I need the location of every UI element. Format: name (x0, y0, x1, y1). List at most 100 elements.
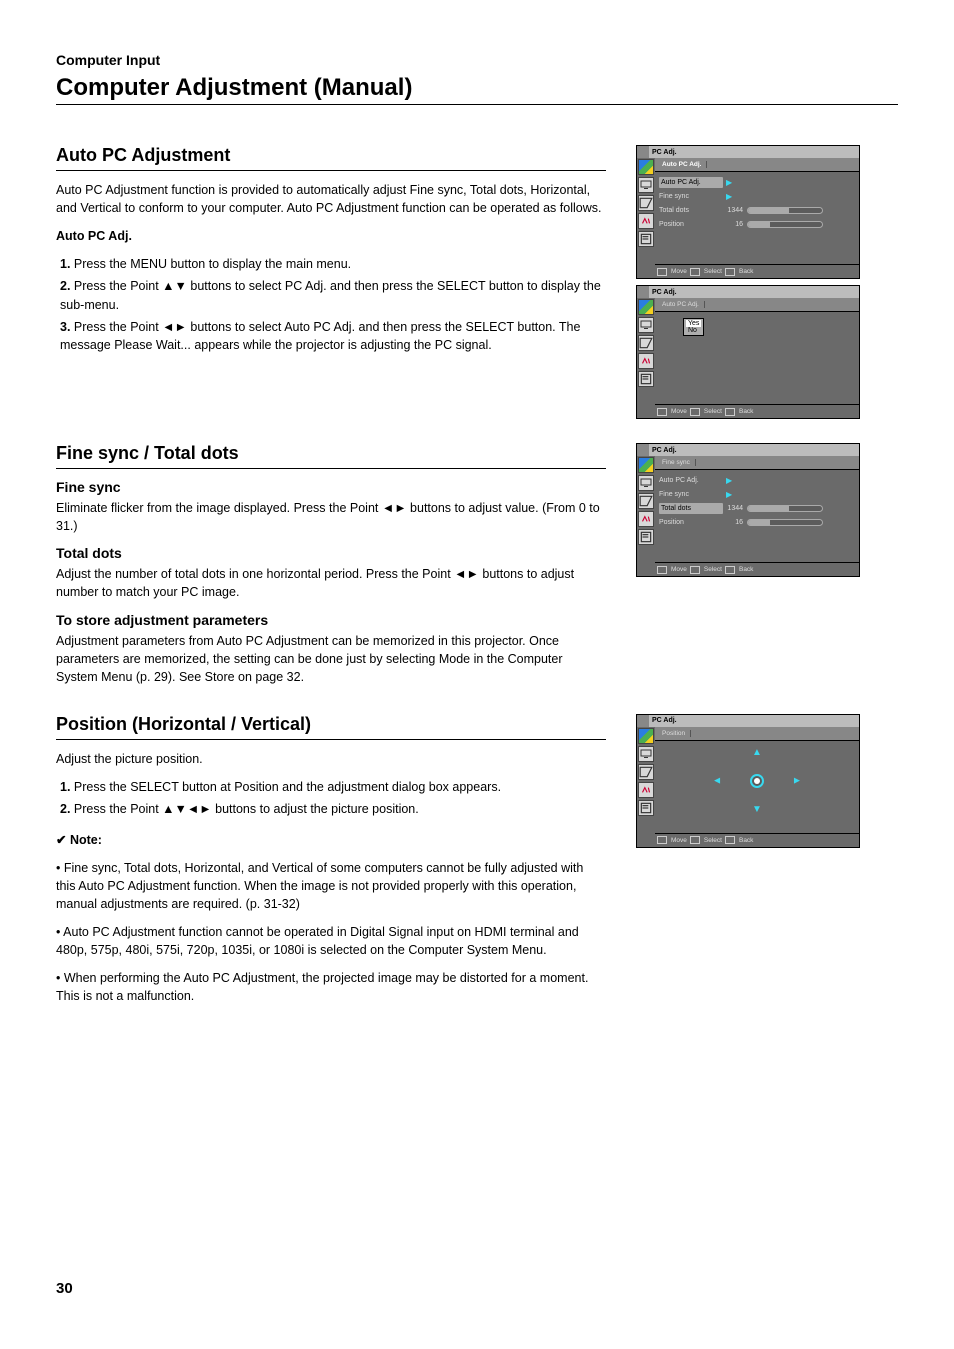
image-icon[interactable] (638, 159, 654, 175)
note-3: • When performing the Auto PC Adjustment… (56, 969, 606, 1005)
page-rule (56, 104, 898, 105)
osd1-tabbar: Auto PC Adj. (655, 158, 859, 172)
osd2-row-position[interactable]: Position (659, 519, 723, 526)
footer-select: Select (704, 268, 722, 275)
image-icon[interactable] (638, 457, 654, 473)
setting-icon[interactable] (638, 213, 654, 229)
setting-icon[interactable] (638, 511, 654, 527)
pcadj-icon[interactable] (638, 746, 654, 762)
footer-move: Move (671, 566, 687, 573)
select-icon (690, 836, 700, 844)
footer-menu: Back (739, 837, 753, 844)
arrow-right-icon[interactable]: ► (792, 775, 802, 786)
pcadj-icon[interactable] (638, 475, 654, 491)
slider[interactable] (747, 207, 823, 214)
osd2-row-totaldots[interactable]: Total dots (659, 503, 723, 514)
section2-heading: Fine sync / Total dots (56, 443, 606, 469)
option-no[interactable]: No (686, 327, 701, 334)
play-icon: ▶ (726, 178, 732, 187)
step-3: Press the Point ◄► buttons to select Aut… (60, 320, 580, 353)
arrow-down-icon[interactable]: ▼ (752, 804, 762, 815)
osd1-sidebar (637, 158, 655, 278)
osd1-row-finesync[interactable]: Fine sync (659, 193, 723, 200)
footer-move: Move (671, 408, 687, 415)
section2-sub-totaldots: Total dots (56, 545, 606, 561)
screen-icon[interactable] (638, 493, 654, 509)
play-icon: ▶ (726, 490, 732, 499)
section3-intro: Adjust the picture position. (56, 750, 606, 768)
setting-icon[interactable] (638, 353, 654, 369)
pcadj-icon[interactable] (638, 177, 654, 193)
slider[interactable] (747, 519, 823, 526)
slider[interactable] (747, 221, 823, 228)
select-icon (690, 566, 700, 574)
s3-step1: Press the SELECT button at Position and … (74, 780, 501, 794)
osd1-row-totaldots[interactable]: Total dots (659, 207, 723, 214)
osd2-row-autopcadj[interactable]: Auto PC Adj. (659, 477, 723, 484)
screen-icon[interactable] (638, 195, 654, 211)
screen-icon[interactable] (638, 764, 654, 780)
menu-icon (725, 836, 735, 844)
note-1: • Fine sync, Total dots, Horizontal, and… (56, 859, 606, 913)
info-icon[interactable] (638, 800, 654, 816)
menu-icon (725, 408, 735, 416)
confirm-dialog: Yes No (683, 318, 704, 336)
osd1-position-val: 16 (723, 221, 743, 228)
image-icon[interactable] (638, 299, 654, 315)
osd1-row-autopcadj[interactable]: Auto PC Adj. (659, 177, 723, 188)
page-number: 30 (56, 1280, 73, 1297)
osd2-tabbar: Fine sync (655, 456, 859, 470)
osd3-tab: Position (657, 730, 691, 737)
info-icon[interactable] (638, 529, 654, 545)
osd-finesync: PC Adj. Fine sync Auto PC (636, 443, 860, 577)
play-icon: ▶ (726, 476, 732, 485)
footer-menu: Back (739, 268, 753, 275)
osd3-sidebar (637, 727, 655, 847)
osd2-totaldots-val: 1344 (723, 505, 743, 512)
section1-subhead: Auto PC Adj. (56, 229, 132, 243)
select-icon (690, 408, 700, 416)
osd2-row-finesync[interactable]: Fine sync (659, 491, 723, 498)
footer-move: Move (671, 268, 687, 275)
osd1-row-position[interactable]: Position (659, 221, 723, 228)
note-head: ✔ Note: (56, 833, 102, 847)
osd1-totaldots-val: 1344 (723, 207, 743, 214)
arrow-left-icon[interactable]: ◄ (712, 775, 722, 786)
footer-move: Move (671, 837, 687, 844)
image-icon[interactable] (638, 728, 654, 744)
footer-select: Select (704, 566, 722, 573)
osd2-tab[interactable]: Fine sync (657, 459, 696, 466)
section2-para-totaldots: Adjust the number of total dots in one h… (56, 565, 606, 601)
section1-store-head: To store adjustment parameters (56, 612, 606, 628)
osd2-footer: Move Select Back (655, 562, 859, 576)
info-icon[interactable] (638, 231, 654, 247)
section3-heading: Position (Horizontal / Vertical) (56, 714, 606, 740)
play-icon: ▶ (726, 192, 732, 201)
pcadj-icon[interactable] (638, 317, 654, 333)
move-icon (657, 566, 667, 574)
select-icon (690, 268, 700, 276)
arrow-up-icon[interactable]: ▲ (752, 747, 762, 758)
info-icon[interactable] (638, 371, 654, 387)
osd1b-title: PC Adj. (649, 289, 677, 296)
slider[interactable] (747, 505, 823, 512)
move-icon (657, 836, 667, 844)
section2-para-finesync: Eliminate flicker from the image display… (56, 499, 606, 535)
section2-sub-finesync: Fine sync (56, 479, 606, 495)
osd2-title: PC Adj. (649, 447, 677, 454)
osd1-footer: Move Select Back (655, 264, 859, 278)
option-yes[interactable]: Yes (686, 320, 701, 327)
position-arrowpad[interactable]: ▲ ▼ ◄ ► (655, 741, 859, 821)
screen-icon[interactable] (638, 335, 654, 351)
footer-menu: Back (739, 566, 753, 573)
osd1-tab[interactable]: Auto PC Adj. (657, 161, 707, 168)
setting-icon[interactable] (638, 782, 654, 798)
move-icon (657, 408, 667, 416)
osd1-title: PC Adj. (649, 149, 677, 156)
osd1b-tabbar: Auto PC Adj. (655, 298, 859, 312)
menu-icon (725, 268, 735, 276)
move-icon (657, 268, 667, 276)
osd-pcadj-confirm: PC Adj. Auto PC Adj. (636, 285, 860, 419)
osd3-title: PC Adj. (649, 717, 677, 724)
osd2-sidebar (637, 456, 655, 576)
